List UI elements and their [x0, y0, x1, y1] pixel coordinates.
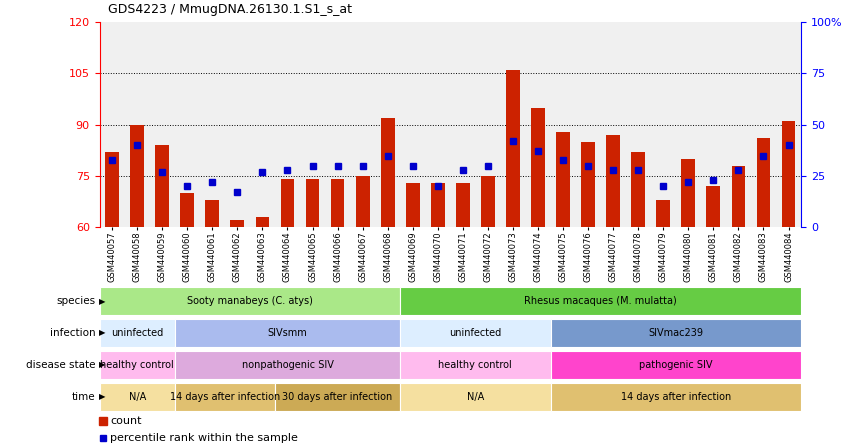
Bar — [431, 183, 444, 227]
Text: 14 days after infection: 14 days after infection — [621, 392, 731, 402]
Bar — [551, 351, 801, 379]
Bar — [506, 70, 520, 227]
Bar — [406, 183, 420, 227]
Text: healthy control: healthy control — [438, 360, 513, 370]
Text: pathogenic SIV: pathogenic SIV — [639, 360, 713, 370]
Bar — [656, 200, 670, 227]
Text: ▶: ▶ — [99, 329, 106, 337]
Text: uninfected: uninfected — [111, 328, 164, 338]
Bar — [331, 179, 345, 227]
Bar — [180, 193, 194, 227]
Text: disease state: disease state — [26, 360, 95, 370]
Bar — [481, 176, 494, 227]
Bar — [306, 179, 320, 227]
Bar — [400, 351, 551, 379]
Bar — [400, 383, 551, 411]
Text: N/A: N/A — [128, 392, 145, 402]
Text: infection: infection — [49, 328, 95, 338]
Text: uninfected: uninfected — [449, 328, 501, 338]
Bar — [531, 108, 545, 227]
Bar — [100, 287, 400, 315]
Bar — [782, 121, 795, 227]
Text: Rhesus macaques (M. mulatta): Rhesus macaques (M. mulatta) — [524, 296, 677, 306]
Bar — [551, 383, 801, 411]
Bar — [281, 179, 294, 227]
Text: N/A: N/A — [467, 392, 484, 402]
Bar — [581, 142, 595, 227]
Bar — [230, 221, 244, 227]
Bar — [551, 319, 801, 347]
Text: 30 days after infection: 30 days after infection — [282, 392, 392, 402]
Text: SIVmac239: SIVmac239 — [649, 328, 703, 338]
Bar — [707, 186, 721, 227]
Text: time: time — [72, 392, 95, 402]
Bar — [155, 145, 169, 227]
Bar — [130, 125, 144, 227]
Bar — [606, 135, 620, 227]
Bar — [100, 351, 175, 379]
Bar — [175, 319, 400, 347]
Bar — [175, 383, 275, 411]
Bar — [400, 287, 801, 315]
Text: species: species — [56, 296, 95, 306]
Text: GDS4223 / MmugDNA.26130.1.S1_s_at: GDS4223 / MmugDNA.26130.1.S1_s_at — [108, 3, 352, 16]
Text: healthy control: healthy control — [100, 360, 174, 370]
Bar — [100, 383, 175, 411]
Bar — [732, 166, 746, 227]
Bar — [175, 351, 400, 379]
Bar — [106, 152, 119, 227]
Bar — [255, 217, 269, 227]
Bar — [456, 183, 469, 227]
Bar — [275, 383, 400, 411]
Text: Sooty manabeys (C. atys): Sooty manabeys (C. atys) — [187, 296, 313, 306]
Bar — [682, 159, 695, 227]
Bar — [381, 118, 395, 227]
Bar — [631, 152, 645, 227]
Text: ▶: ▶ — [99, 297, 106, 305]
Text: SIVsmm: SIVsmm — [268, 328, 307, 338]
Text: percentile rank within the sample: percentile rank within the sample — [110, 433, 298, 443]
Text: nonpathogenic SIV: nonpathogenic SIV — [242, 360, 333, 370]
Bar — [205, 200, 219, 227]
Text: ▶: ▶ — [99, 361, 106, 369]
Text: count: count — [110, 416, 142, 426]
Bar — [100, 319, 175, 347]
Text: ▶: ▶ — [99, 392, 106, 401]
Bar — [556, 131, 570, 227]
Bar — [356, 176, 370, 227]
Bar — [757, 139, 771, 227]
Bar — [400, 319, 551, 347]
Text: 14 days after infection: 14 days after infection — [170, 392, 280, 402]
